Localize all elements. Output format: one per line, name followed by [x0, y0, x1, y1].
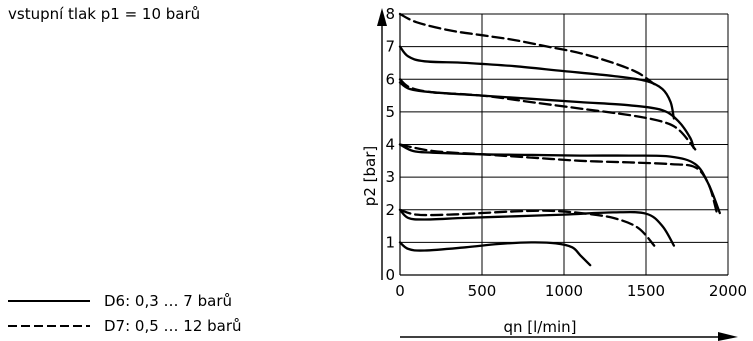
series-line-solid — [398, 241, 592, 267]
inlet-pressure-note: vstupní tlak p1 = 10 barů — [8, 5, 201, 23]
y-tick-label: 0 — [385, 266, 395, 284]
axes — [377, 8, 738, 341]
series-line-solid — [398, 143, 721, 215]
x-tick-label: 1000 — [545, 282, 583, 300]
series-line-dashed — [398, 208, 656, 247]
tick-labels: 0 500 1000 1500 2000 0 1 2 3 4 5 6 7 8 — [385, 5, 747, 300]
series-line-dashed — [398, 12, 656, 86]
x-tick-label: 1500 — [627, 282, 665, 300]
y-arrow-head — [377, 8, 387, 26]
y-tick-label: 1 — [385, 233, 395, 251]
legend-item-d6: D6: 0,3 … 7 barů — [8, 291, 232, 311]
y-tick-label: 2 — [385, 201, 395, 219]
y-tick-label: 3 — [385, 168, 395, 186]
series-line-solid — [398, 45, 676, 120]
legend-label-d7: D7: 0,5 … 12 barů — [104, 317, 242, 335]
grid — [400, 13, 729, 275]
y-tick-label: 7 — [385, 38, 395, 56]
x-axis-label: qn [l/min] — [503, 318, 576, 336]
y-tick-label: 6 — [385, 70, 395, 88]
y-axis-label: p2 [bar] — [361, 146, 379, 206]
x-tick-label: 2000 — [709, 282, 747, 300]
series-line-dashed — [398, 78, 697, 151]
legend-label-d6: D6: 0,3 … 7 barů — [104, 292, 233, 310]
legend-solid-line — [8, 300, 90, 302]
series-line-solid — [398, 81, 695, 149]
series-lines — [398, 12, 721, 267]
legend-dashed-line — [8, 325, 90, 327]
legend-item-d7: D7: 0,5 … 12 barů — [8, 316, 242, 336]
y-tick-label: 4 — [385, 136, 395, 154]
series-line-solid — [398, 208, 676, 247]
y-tick-label: 8 — [385, 5, 395, 23]
x-arrow-head — [718, 332, 738, 341]
x-tick-label: 0 — [395, 282, 405, 300]
x-tick-label: 500 — [468, 282, 497, 300]
y-tick-label: 5 — [385, 103, 395, 121]
